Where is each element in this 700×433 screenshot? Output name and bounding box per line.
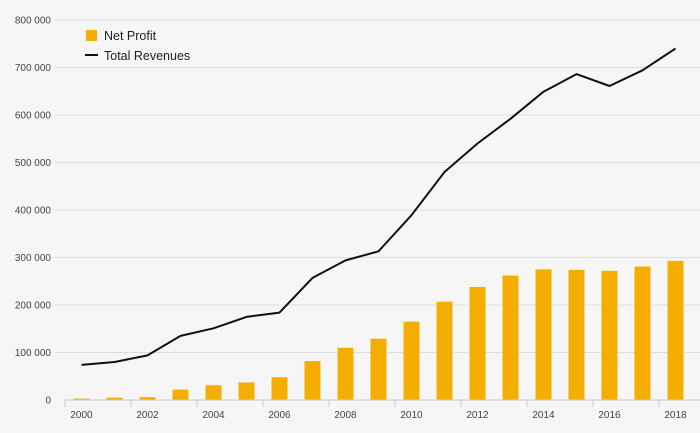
x-tick-label: 2000: [70, 410, 93, 421]
x-tick-label: 2018: [664, 410, 687, 421]
legend: Net Profit Total Revenues: [85, 29, 190, 63]
x-tick-label: 2002: [136, 410, 159, 421]
legend-label-net-profit: Net Profit: [104, 29, 157, 43]
y-tick-label: 200 000: [15, 301, 52, 312]
bar-net-profit: [172, 389, 189, 400]
bar-net-profit: [601, 270, 618, 400]
legend-label-total-revenues: Total Revenues: [104, 49, 190, 63]
bar-net-profit: [304, 361, 321, 400]
bar-net-profit: [370, 338, 387, 400]
total-revenues-line-group: [81, 47, 677, 366]
bar-net-profit: [106, 397, 123, 400]
x-tick-label: 2010: [400, 410, 423, 421]
bar-net-profit: [238, 382, 255, 400]
line-total-revenues: [81, 47, 677, 366]
legend-swatch-net-profit: [86, 30, 97, 41]
bar-net-profit: [667, 260, 684, 400]
x-tick-label: 2008: [334, 410, 357, 421]
y-tick-label: 600 000: [15, 111, 52, 122]
gridlines: [55, 19, 700, 353]
bar-net-profit: [205, 385, 222, 400]
bar-net-profit: [73, 398, 90, 400]
bar-net-profit: [436, 301, 453, 400]
bar-net-profit: [271, 377, 288, 400]
bar-net-profit: [337, 347, 354, 400]
bar-net-profit: [469, 286, 486, 400]
y-tick-label: 500 000: [15, 158, 52, 169]
bar-net-profit: [403, 321, 420, 400]
x-tick-label: 2012: [466, 410, 489, 421]
x-tick-label: 2004: [202, 410, 225, 421]
y-tick-label: 300 000: [15, 253, 52, 264]
bar-net-profit: [568, 269, 585, 400]
bar-net-profit: [535, 269, 552, 400]
axes: 0 100 000 200 000 300 000 400 000 500 000 600 …: [15, 16, 700, 421]
x-tick-label: 2016: [598, 410, 621, 421]
net-profit-bars: [73, 260, 684, 400]
bar-net-profit: [139, 397, 156, 400]
y-tick-label: 400 000: [15, 206, 52, 217]
y-tick-label: 100 000: [15, 348, 52, 359]
y-tick-label: 0: [45, 396, 51, 407]
x-tick-label: 2014: [532, 410, 555, 421]
bar-net-profit: [634, 266, 651, 400]
x-tick-label: 2006: [268, 410, 291, 421]
bar-net-profit: [502, 275, 519, 400]
y-tick-label: 700 000: [15, 63, 52, 74]
y-tick-label: 800 000: [15, 16, 52, 27]
